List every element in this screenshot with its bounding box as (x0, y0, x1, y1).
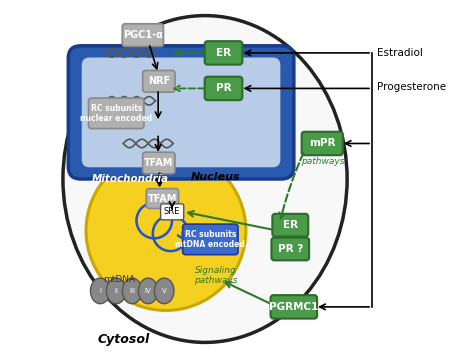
Text: IV: IV (145, 288, 152, 294)
Text: Mitochondria: Mitochondria (91, 174, 168, 184)
Text: SRE: SRE (164, 207, 181, 216)
Text: TFAM: TFAM (148, 194, 177, 204)
FancyBboxPatch shape (205, 41, 242, 64)
Text: Estradiol: Estradiol (377, 48, 423, 58)
Text: Cytosol: Cytosol (97, 333, 149, 346)
Text: NRF: NRF (148, 76, 170, 86)
Text: RC subunits
nuclear encoded: RC subunits nuclear encoded (80, 103, 152, 123)
Text: I: I (99, 288, 101, 294)
FancyBboxPatch shape (122, 24, 164, 47)
Text: PR ?: PR ? (278, 244, 303, 254)
Ellipse shape (63, 16, 347, 342)
FancyBboxPatch shape (89, 98, 144, 129)
FancyBboxPatch shape (273, 214, 308, 237)
FancyBboxPatch shape (161, 204, 184, 220)
FancyBboxPatch shape (271, 295, 317, 319)
Text: PGRMC1: PGRMC1 (269, 302, 319, 312)
Text: mPR: mPR (309, 139, 336, 149)
Text: ER: ER (216, 48, 231, 58)
Text: V: V (162, 288, 166, 294)
Text: TFAM: TFAM (144, 158, 173, 168)
FancyBboxPatch shape (143, 71, 175, 92)
Text: Progesterone: Progesterone (377, 82, 447, 92)
FancyBboxPatch shape (272, 238, 309, 260)
Circle shape (86, 151, 246, 310)
Ellipse shape (155, 278, 174, 304)
FancyBboxPatch shape (182, 224, 238, 255)
Text: PR: PR (216, 83, 231, 93)
FancyBboxPatch shape (81, 57, 282, 168)
Text: mtDNA: mtDNA (103, 275, 135, 284)
FancyBboxPatch shape (205, 77, 242, 100)
Text: RC subunits
mtDNA encoded: RC subunits mtDNA encoded (175, 230, 246, 249)
Ellipse shape (107, 278, 126, 304)
Ellipse shape (138, 278, 158, 304)
Ellipse shape (91, 278, 110, 304)
Text: PGC1-α: PGC1-α (123, 30, 163, 40)
Ellipse shape (122, 278, 142, 304)
Text: Signaling
pathways: Signaling pathways (194, 266, 237, 285)
FancyBboxPatch shape (146, 189, 179, 208)
Text: Signaling
pathways: Signaling pathways (301, 146, 345, 166)
Text: Nucleus: Nucleus (191, 172, 240, 182)
Text: II: II (114, 288, 118, 294)
FancyBboxPatch shape (143, 152, 175, 174)
Text: III: III (129, 288, 135, 294)
FancyBboxPatch shape (68, 46, 294, 179)
FancyBboxPatch shape (301, 132, 343, 155)
Text: ER: ER (283, 220, 298, 230)
